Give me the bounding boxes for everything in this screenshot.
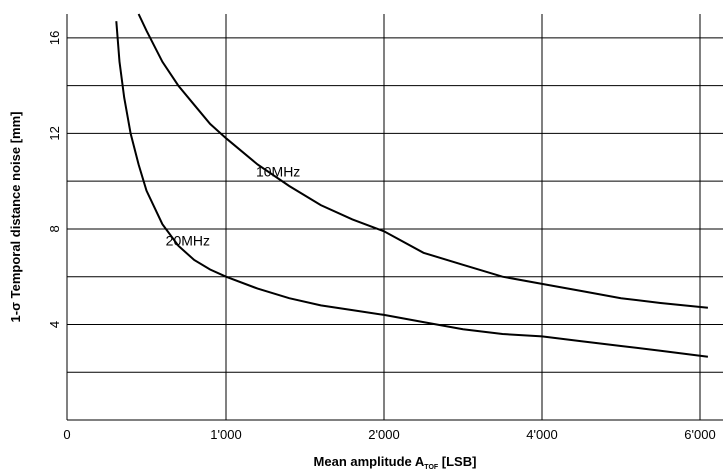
y-tick-label: 12 bbox=[47, 126, 62, 140]
y-tick-label: 8 bbox=[47, 225, 62, 232]
series-line-20MHz bbox=[115, 21, 709, 358]
axes bbox=[66, 14, 723, 421]
series-label-10MHz: 10MHz bbox=[256, 163, 300, 179]
x-tick-label: 4'000 bbox=[526, 427, 557, 442]
x-tick-label: 6'000 bbox=[684, 427, 715, 442]
x-tick-label: 1'000 bbox=[210, 427, 241, 442]
x-tick-label: 0 bbox=[63, 427, 70, 442]
labels: 0 1'000 2'000 4'000 6'000 4 8 12 16 Mean amplitud… bbox=[8, 31, 716, 471]
y-tick-label: 4 bbox=[47, 321, 62, 328]
grid bbox=[67, 14, 723, 420]
y-axis-title: 1-σ Temporal distance noise [mm] bbox=[8, 112, 23, 323]
x-axis-title: Mean amplitude ATOF [LSB] bbox=[314, 454, 477, 471]
series bbox=[115, 13, 709, 358]
series-label-20MHz: 20MHz bbox=[166, 233, 210, 249]
y-tick-label: 16 bbox=[47, 31, 62, 45]
series-line-10MHz bbox=[137, 13, 709, 309]
x-tick-label: 2'000 bbox=[368, 427, 399, 442]
